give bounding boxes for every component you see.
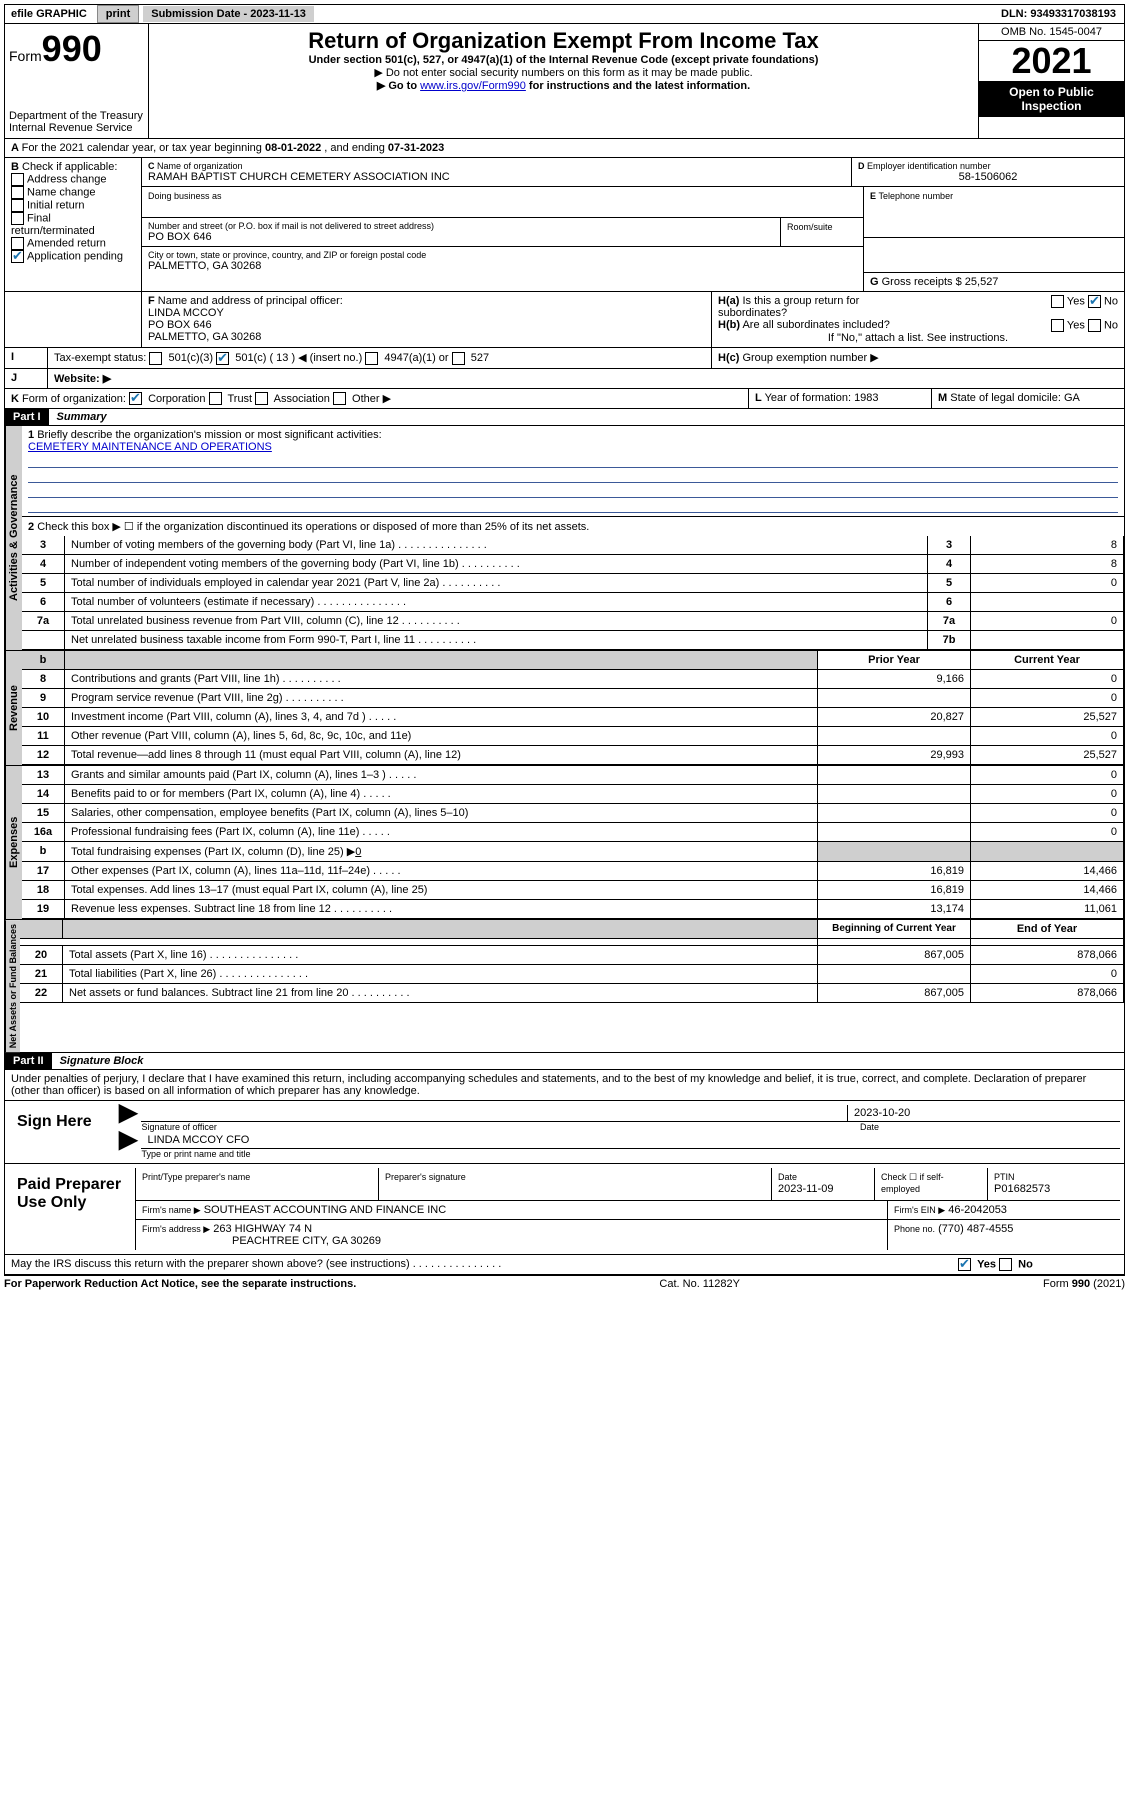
omb-number: OMB No. 1545-0047 bbox=[979, 24, 1124, 41]
vlab-net-assets: Net Assets or Fund Balances bbox=[5, 920, 20, 1052]
vlab-expenses: Expenses bbox=[5, 766, 22, 919]
firm-name: SOUTHEAST ACCOUNTING AND FINANCE INC bbox=[204, 1204, 446, 1216]
submission-date: Submission Date - 2023-11-13 bbox=[143, 6, 314, 22]
vlab-revenue: Revenue bbox=[5, 651, 22, 765]
officer-sig-name: LINDA MCCOY CFO bbox=[141, 1132, 255, 1148]
governance-table: 3Number of voting members of the governi… bbox=[22, 536, 1124, 650]
expenses-table: 13Grants and similar amounts paid (Part … bbox=[22, 766, 1124, 919]
part-ii-title: Signature Block bbox=[52, 1055, 144, 1067]
form-subtitle: Under section 501(c), 527, or 4947(a)(1)… bbox=[153, 54, 974, 66]
form-header: Form990 Department of the Treasury Inter… bbox=[4, 24, 1125, 139]
ptin: P01682573 bbox=[994, 1183, 1050, 1195]
paid-preparer-block: Paid Preparer Use Only Print/Type prepar… bbox=[4, 1164, 1125, 1255]
part-i-header: Part I bbox=[5, 409, 49, 425]
revenue-table: bPrior YearCurrent Year 8Contributions a… bbox=[22, 651, 1124, 765]
net-assets-table: Beginning of Current YearEnd of Year 20T… bbox=[20, 920, 1124, 1003]
arrow-icon: ▶ bbox=[115, 1132, 141, 1159]
irs-label: Internal Revenue Service bbox=[9, 122, 144, 134]
gross-receipts: 25,527 bbox=[965, 276, 999, 288]
chk-amended-return[interactable]: Amended return bbox=[11, 237, 135, 250]
chk-name-change[interactable]: Name change bbox=[11, 186, 135, 199]
declaration: Under penalties of perjury, I declare th… bbox=[4, 1070, 1125, 1101]
ein-label: D Employer identification number bbox=[858, 161, 1118, 171]
vlab-governance: Activities & Governance bbox=[5, 426, 22, 650]
part-i-title: Summary bbox=[49, 411, 107, 423]
part-ii-header: Part II bbox=[5, 1053, 52, 1069]
mission-text[interactable]: CEMETERY MAINTENANCE AND OPERATIONS bbox=[28, 441, 272, 453]
officer-block: F Name and address of principal officer:… bbox=[4, 292, 1125, 348]
note-goto: ▶ Go to www.irs.gov/Form990 for instruct… bbox=[153, 79, 974, 92]
ein-value: 58-1506062 bbox=[858, 171, 1118, 183]
sign-here-block: Sign Here ▶ 2023-10-20 Signature of offi… bbox=[4, 1101, 1125, 1164]
website: Website: ▶ bbox=[48, 369, 1124, 388]
line-a: A For the 2021 calendar year, or tax yea… bbox=[4, 139, 1125, 158]
chk-initial-return[interactable]: Initial return bbox=[11, 199, 135, 212]
form-number: Form990 bbox=[9, 28, 144, 70]
org-name: RAMAH BAPTIST CHURCH CEMETERY ASSOCIATIO… bbox=[148, 171, 845, 183]
chk-address-change[interactable]: Address change bbox=[11, 173, 135, 186]
chk-app-pending[interactable]: Application pending bbox=[11, 250, 135, 263]
form-title: Return of Organization Exempt From Incom… bbox=[153, 28, 974, 54]
print-button[interactable]: print bbox=[97, 5, 139, 23]
top-bar: efile GRAPHIC print Submission Date - 20… bbox=[4, 4, 1125, 24]
tax-year: 2021 bbox=[979, 41, 1124, 81]
page-footer: For Paperwork Reduction Act Notice, see … bbox=[4, 1275, 1125, 1290]
efile-label: efile GRAPHIC bbox=[5, 5, 93, 23]
firm-phone: (770) 487-4555 bbox=[938, 1223, 1013, 1235]
chk-final-return[interactable]: Final return/terminated bbox=[11, 212, 135, 237]
org-address: PO BOX 646 bbox=[148, 231, 774, 243]
officer-name: LINDA MCCOY bbox=[148, 307, 705, 319]
note-ssn: Do not enter social security numbers on … bbox=[153, 66, 974, 79]
entity-block: B Check if applicable: Address change Na… bbox=[4, 158, 1125, 292]
dept-label: Department of the Treasury bbox=[9, 110, 144, 122]
form-ref: Form 990 (2021) bbox=[1043, 1278, 1125, 1290]
form990-link[interactable]: www.irs.gov/Form990 bbox=[420, 80, 526, 92]
dln: DLN: 93493317038193 bbox=[993, 6, 1124, 22]
org-city: PALMETTO, GA 30268 bbox=[148, 260, 857, 272]
open-to-public: Open to Public Inspection bbox=[979, 81, 1124, 117]
firm-ein: 46-2042053 bbox=[948, 1204, 1007, 1216]
